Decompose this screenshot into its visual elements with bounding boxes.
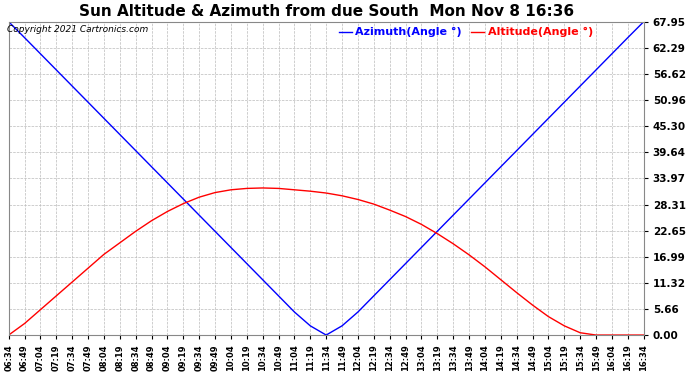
- Text: Copyright 2021 Cartronics.com: Copyright 2021 Cartronics.com: [7, 25, 148, 34]
- Title: Sun Altitude & Azimuth from due South  Mon Nov 8 16:36: Sun Altitude & Azimuth from due South Mo…: [79, 4, 574, 19]
- Legend: Azimuth(Angle °), Altitude(Angle °): Azimuth(Angle °), Altitude(Angle °): [339, 27, 593, 38]
